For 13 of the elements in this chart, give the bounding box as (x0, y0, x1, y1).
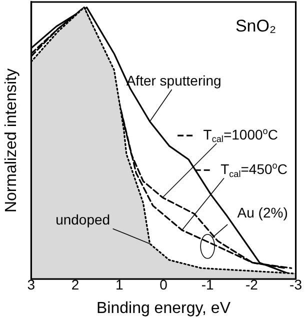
x-tick-label: -2 (245, 276, 258, 292)
annotation: Au (2%) (237, 204, 288, 220)
x-tick-label: -1 (201, 276, 214, 292)
x-tick-label: -3 (290, 276, 302, 292)
annotation: SnO₂ (235, 16, 276, 36)
x-tick-label: 3 (27, 276, 36, 292)
x-tick-label: 2 (71, 276, 80, 292)
x-axis-title: Binding energy, eV (96, 300, 231, 317)
y-axis-title: Normalized intensity (3, 68, 20, 213)
series-label: undoped (56, 212, 110, 228)
x-tick-label: 1 (115, 276, 124, 292)
series-label: After sputtering (126, 72, 222, 88)
x-tick-label: 0 (160, 276, 168, 292)
